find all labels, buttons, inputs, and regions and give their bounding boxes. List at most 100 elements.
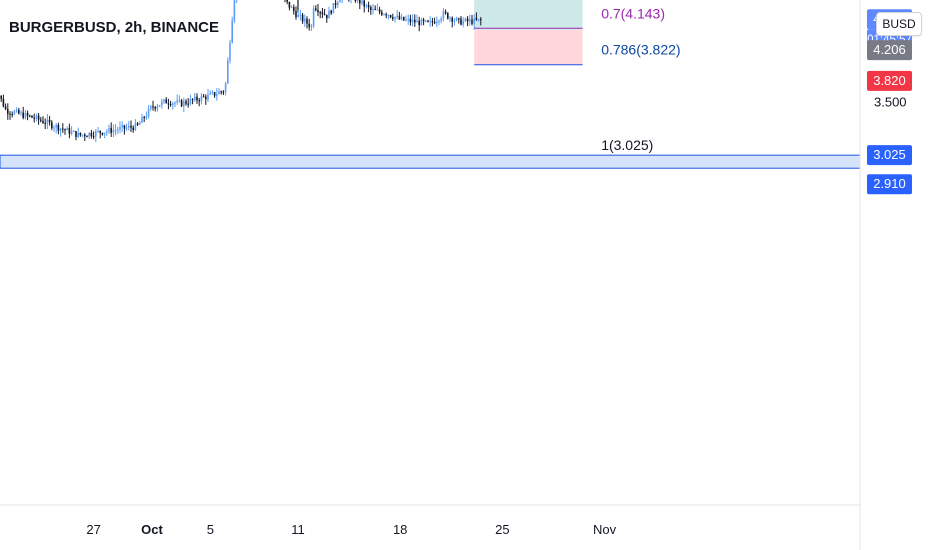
candle-body <box>480 19 482 21</box>
candle-body <box>202 96 205 98</box>
candle-body <box>367 5 370 8</box>
candle-body <box>400 16 403 20</box>
candle-body <box>132 127 134 130</box>
candle-body <box>363 0 365 7</box>
candle-body <box>286 0 288 2</box>
candle-body <box>440 18 442 21</box>
candle-body <box>475 18 478 20</box>
price-axis[interactable] <box>860 0 932 550</box>
candle-body <box>337 2 339 5</box>
candle-body <box>108 127 110 132</box>
candle-body <box>361 0 363 4</box>
candle-body <box>121 125 123 127</box>
candle-body <box>372 9 374 11</box>
stop-loss-zone <box>474 29 583 65</box>
candle-body <box>42 120 44 124</box>
candle-body <box>18 109 20 114</box>
candle-body <box>310 25 313 28</box>
candle-body <box>180 100 183 107</box>
candle-body <box>409 18 412 23</box>
candle-body <box>51 122 53 128</box>
candle-body <box>185 101 187 104</box>
candle-body <box>176 100 178 103</box>
time-tick-label: 5 <box>207 522 214 537</box>
candle-body <box>224 83 227 92</box>
candle-body <box>172 103 174 106</box>
candle-body <box>40 119 42 121</box>
candle-body <box>209 93 211 95</box>
candle-body <box>376 9 379 11</box>
candle-body <box>57 124 60 131</box>
candle-body <box>411 19 414 23</box>
candle-body <box>436 21 438 24</box>
candle-body <box>458 18 460 20</box>
candle-body <box>427 20 429 22</box>
candle-body <box>139 122 141 125</box>
profit-zone <box>474 0 583 30</box>
candle-body <box>167 103 170 105</box>
candle-body <box>389 15 392 18</box>
time-tick-label: 11 <box>291 522 305 537</box>
candle-body <box>462 21 464 25</box>
candle-body <box>319 12 321 14</box>
candle-body <box>141 117 143 123</box>
candle-body <box>374 9 376 11</box>
candle-body <box>0 95 3 99</box>
candle-body <box>469 19 471 22</box>
candle-body <box>449 17 451 19</box>
candle-body <box>334 3 337 5</box>
candle-body <box>112 129 115 133</box>
candle-body <box>187 103 189 105</box>
time-tick-label: 27 <box>86 522 100 537</box>
price-axis-label <box>867 145 912 166</box>
candle-body <box>88 132 90 137</box>
candle-body <box>447 12 449 19</box>
candle-body <box>211 92 214 94</box>
candle-body <box>451 17 453 22</box>
candle-body <box>396 15 398 18</box>
candle-body <box>123 125 126 129</box>
time-tick-label: Oct <box>141 522 163 537</box>
candle-body <box>471 19 473 24</box>
currency-button[interactable]: BUSD <box>876 12 922 36</box>
candle-body <box>178 100 181 102</box>
candle-body <box>356 0 359 1</box>
candle-body <box>106 131 108 133</box>
candle-body <box>92 136 95 138</box>
candle-body <box>22 112 24 118</box>
candle-body <box>308 23 310 28</box>
candle-body <box>194 96 196 100</box>
candle-body <box>119 126 121 130</box>
candle-body <box>37 115 40 120</box>
candle-body <box>231 20 233 43</box>
candle-body <box>383 14 385 16</box>
candle-body <box>370 7 372 10</box>
candle-body <box>301 14 304 22</box>
candle-body <box>326 14 328 19</box>
candle-body <box>233 0 236 21</box>
candle-body <box>35 115 38 119</box>
candle-body <box>312 8 315 26</box>
candle-body <box>9 113 11 115</box>
candle-body <box>81 134 84 136</box>
candle-body <box>62 128 64 130</box>
candle-body <box>161 101 163 106</box>
candle-body <box>152 106 154 108</box>
candle-body <box>477 19 480 21</box>
candle-body <box>328 10 330 19</box>
candle-body <box>431 21 434 23</box>
candle-body <box>48 119 51 123</box>
candle-body <box>46 119 49 124</box>
candle-body <box>213 92 216 96</box>
candle-body <box>455 18 458 21</box>
candle-body <box>321 12 324 15</box>
candle-body <box>11 114 13 116</box>
candle-body <box>20 112 22 114</box>
price-axis-label-text: 4.206 <box>873 42 906 57</box>
candle-body <box>4 106 7 110</box>
candle-body <box>150 106 152 109</box>
candle-body <box>416 20 418 23</box>
candle-body <box>306 18 308 24</box>
candle-body <box>330 10 332 14</box>
